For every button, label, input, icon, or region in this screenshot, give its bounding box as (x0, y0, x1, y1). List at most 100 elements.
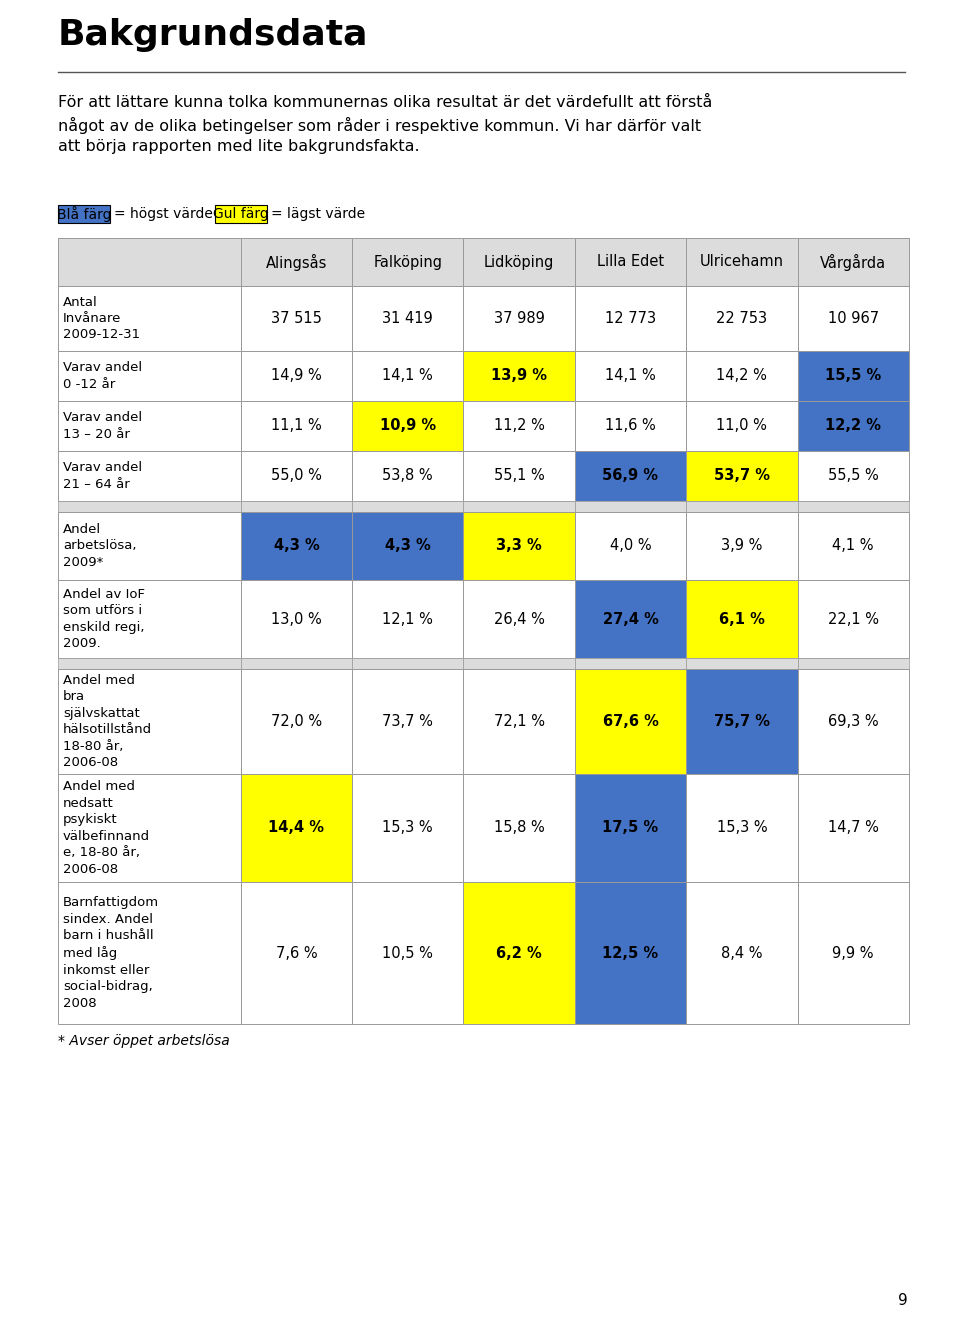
Bar (798, 774, 909, 882)
Text: Alingsås: Alingsås (266, 254, 327, 270)
Bar (58, 512, 241, 580)
Bar (58, 580, 241, 658)
Text: Antal
Invånare
2009-12-31: Antal Invånare 2009-12-31 (63, 295, 140, 341)
Text: För att lättare kunna tolka kommunernas olika resultat är det värdefullt att för: För att lättare kunna tolka kommunernas … (58, 95, 712, 110)
Bar (352, 668, 464, 774)
Bar (58, 205, 110, 223)
Bar (575, 451, 686, 501)
Text: 55,5 %: 55,5 % (828, 468, 878, 484)
Bar (241, 668, 352, 774)
Bar (798, 451, 909, 501)
Text: Varav andel
0 -12 år: Varav andel 0 -12 år (63, 361, 142, 390)
Bar (352, 580, 464, 658)
Bar (241, 580, 352, 658)
Bar (575, 238, 686, 286)
Bar (58, 774, 241, 882)
Text: Varav andel
13 – 20 år: Varav andel 13 – 20 år (63, 412, 142, 441)
Bar (241, 451, 352, 501)
Text: 55,1 %: 55,1 % (493, 468, 544, 484)
Text: = lägst värde: = lägst värde (271, 207, 365, 221)
Bar (58, 401, 241, 451)
Bar (464, 774, 575, 882)
Bar (241, 286, 352, 352)
Bar (464, 580, 575, 658)
Bar (575, 668, 686, 774)
Text: 14,1 %: 14,1 % (382, 369, 433, 384)
Text: 14,4 %: 14,4 % (269, 821, 324, 836)
Bar (798, 501, 909, 512)
Text: 3,9 %: 3,9 % (721, 539, 762, 554)
Bar (352, 286, 464, 352)
Bar (798, 401, 909, 451)
Text: Blå färg: Blå färg (57, 206, 111, 222)
Text: Gul färg: Gul färg (213, 207, 269, 221)
Text: 8,4 %: 8,4 % (721, 945, 762, 960)
Text: 4,3 %: 4,3 % (385, 539, 431, 554)
Text: 4,3 %: 4,3 % (274, 539, 320, 554)
Text: Vårgårda: Vårgårda (820, 254, 886, 270)
Bar (352, 882, 464, 1024)
Text: 31 419: 31 419 (382, 312, 433, 326)
Bar (464, 882, 575, 1024)
Text: 15,8 %: 15,8 % (493, 821, 544, 836)
Text: 37 515: 37 515 (271, 312, 322, 326)
Bar (686, 401, 798, 451)
Text: 22 753: 22 753 (716, 312, 767, 326)
Bar (464, 238, 575, 286)
Text: 12,5 %: 12,5 % (603, 945, 659, 960)
Text: 11,0 %: 11,0 % (716, 418, 767, 433)
Text: Andel
arbetslösa,
2009*: Andel arbetslösa, 2009* (63, 523, 136, 570)
Bar (241, 238, 352, 286)
Text: Bakgrundsdata: Bakgrundsdata (58, 17, 369, 52)
Text: Andel av IoF
som utförs i
enskild regi,
2009.: Andel av IoF som utförs i enskild regi, … (63, 588, 145, 650)
Bar (686, 238, 798, 286)
Text: 72,1 %: 72,1 % (493, 714, 544, 729)
Text: 9,9 %: 9,9 % (832, 945, 874, 960)
Bar (686, 658, 798, 668)
Bar (686, 512, 798, 580)
Bar (58, 238, 241, 286)
Text: 15,3 %: 15,3 % (382, 821, 433, 836)
Bar (352, 774, 464, 882)
Bar (798, 512, 909, 580)
Text: Ulricehamn: Ulricehamn (700, 254, 783, 270)
Text: att börja rapporten med lite bakgrundsfakta.: att börja rapporten med lite bakgrundsfa… (58, 139, 420, 154)
Text: 17,5 %: 17,5 % (603, 821, 659, 836)
Bar (352, 501, 464, 512)
Bar (58, 658, 241, 668)
Bar (686, 882, 798, 1024)
Bar (352, 451, 464, 501)
Bar (58, 882, 241, 1024)
Text: 11,1 %: 11,1 % (271, 418, 322, 433)
Bar (241, 501, 352, 512)
Bar (686, 774, 798, 882)
Text: 10,9 %: 10,9 % (380, 418, 436, 433)
Bar (464, 668, 575, 774)
Bar (352, 238, 464, 286)
Bar (575, 501, 686, 512)
Bar (798, 352, 909, 401)
Text: 22,1 %: 22,1 % (828, 611, 878, 627)
Text: 9: 9 (899, 1293, 908, 1308)
Text: 12,1 %: 12,1 % (382, 611, 433, 627)
Text: 13,9 %: 13,9 % (492, 369, 547, 384)
Text: 4,0 %: 4,0 % (610, 539, 651, 554)
Bar (798, 580, 909, 658)
Text: 14,2 %: 14,2 % (716, 369, 767, 384)
Text: = högst värde: = högst värde (114, 207, 213, 221)
Text: 67,6 %: 67,6 % (603, 714, 659, 729)
Text: Andel med
nedsatt
psykiskt
välbefinnand
e, 18-80 år,
2006-08: Andel med nedsatt psykiskt välbefinnand … (63, 781, 150, 876)
Text: 12 773: 12 773 (605, 312, 656, 326)
Bar (464, 658, 575, 668)
Bar (352, 512, 464, 580)
Bar (241, 774, 352, 882)
Bar (241, 658, 352, 668)
Bar (686, 580, 798, 658)
Text: 53,7 %: 53,7 % (714, 468, 770, 484)
Text: 10 967: 10 967 (828, 312, 878, 326)
Bar (575, 352, 686, 401)
Bar (686, 668, 798, 774)
Text: Varav andel
21 – 64 år: Varav andel 21 – 64 år (63, 461, 142, 491)
Bar (575, 658, 686, 668)
Text: 7,6 %: 7,6 % (276, 945, 317, 960)
